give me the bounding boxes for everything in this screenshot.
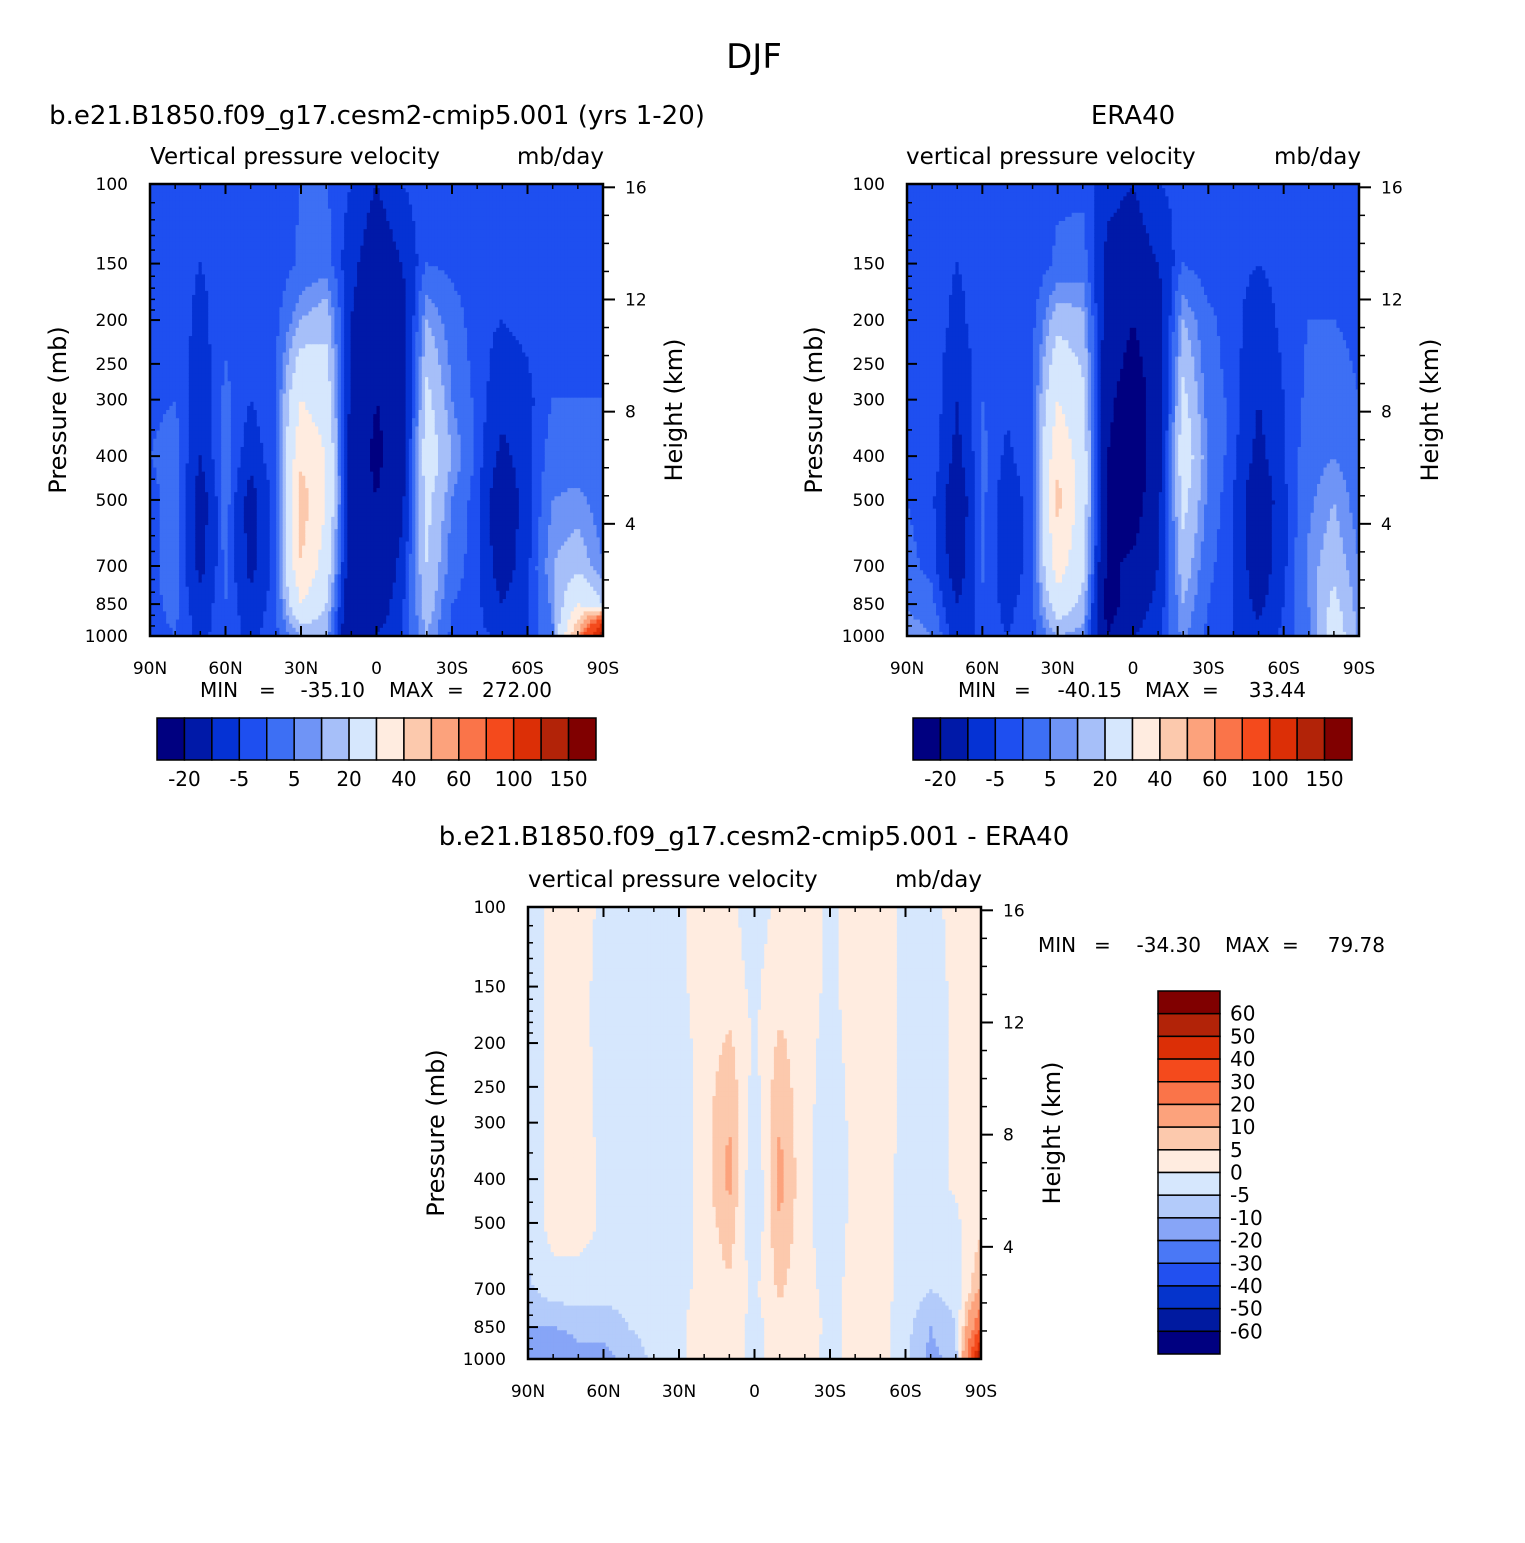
figure-title: DJF (726, 37, 782, 77)
panel-model-title: b.e21.B1850.f09_g17.cesm2-cmip5.001 (yrs… (49, 101, 705, 131)
panel-model-field (150, 184, 604, 637)
panel-model-subtitle-left: Vertical pressure velocity (150, 144, 440, 170)
panel-model-subtitle-right: mb/day (517, 144, 604, 170)
panel-model: b.e21.B1850.f09_g17.cesm2-cmip5.001 (yrs… (44, 101, 705, 791)
